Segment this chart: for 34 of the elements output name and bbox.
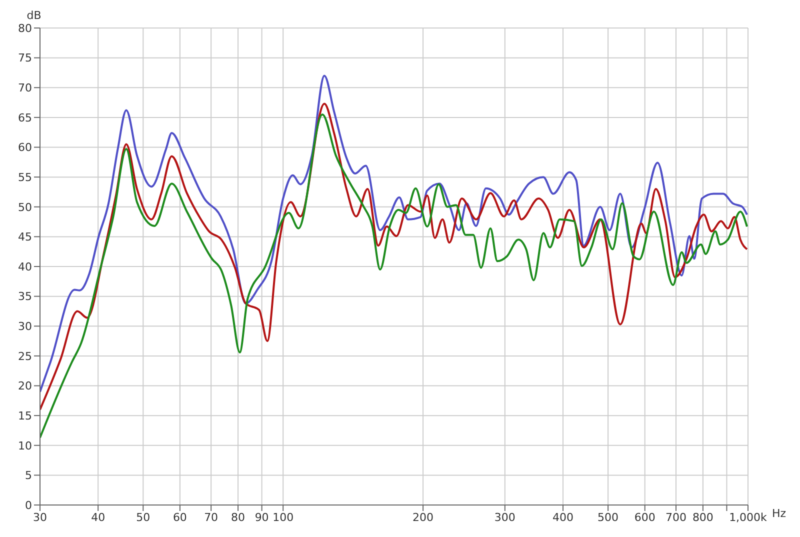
y-tick-label: 10 [18,439,32,452]
y-axis-title: dB [26,9,42,22]
x-tick-label: 1,000k [729,510,768,524]
y-tick-label: 70 [18,82,32,95]
y-tick-label: 80 [18,22,32,35]
y-tick-label: 45 [18,230,32,244]
x-tick-label: 70 [204,510,218,524]
x-tick-label: 600 [634,510,656,524]
x-tick-label: 80 [231,510,246,524]
y-tick-label: 20 [18,380,32,393]
y-tick-label: 55 [18,170,32,184]
x-tick-label: 700 [665,510,686,524]
y-tick-label: 25 [18,350,32,363]
y-tick-label: 30 [18,320,32,334]
y-tick-label: 65 [18,111,32,124]
y-tick-label: 75 [18,52,32,65]
y-tick-label: 40 [18,260,32,274]
x-tick-label: 90 [254,510,269,524]
x-tick-label: 300 [494,510,516,524]
y-tick-label: 60 [18,141,32,154]
y-tick-label: 5 [25,469,32,482]
x-tick-label: 800 [692,510,714,524]
y-tick-label: 0 [25,498,32,512]
y-tick-label: 50 [18,200,32,214]
x-tick-label: 40 [91,510,106,524]
x-tick-label: 400 [552,510,574,524]
x-tick-label: 100 [272,510,294,524]
x-axis-title: Hz [772,506,786,520]
x-tick-label: 200 [412,510,434,524]
x-tick-label: 50 [136,510,150,524]
x-tick-label: 500 [598,510,619,524]
y-tick-label: 35 [18,290,32,304]
x-tick-label: 60 [172,510,187,524]
y-tick-label: 15 [18,409,32,422]
